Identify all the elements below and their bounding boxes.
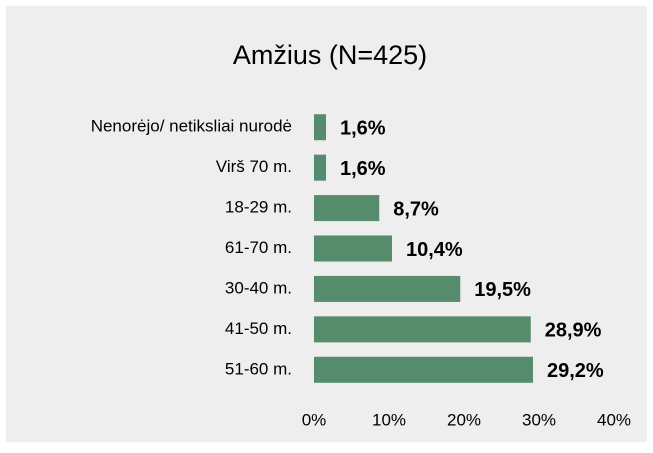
x-tick-label: 10% <box>372 410 406 429</box>
x-tick-label: 20% <box>447 410 481 429</box>
bar <box>314 275 461 302</box>
y-tick-label: 61-70 m. <box>225 238 292 257</box>
y-tick-label: Virš 70 m. <box>216 157 292 176</box>
y-tick-label: 18-29 m. <box>225 198 292 217</box>
data-label: 19,5% <box>474 279 531 301</box>
x-tick-label: 40% <box>597 410 631 429</box>
y-tick-label: Nenorėjo/ netiksliai nurodė <box>91 117 292 136</box>
bar <box>314 235 392 262</box>
y-tick-label: 51-60 m. <box>225 359 292 378</box>
bar <box>314 154 326 181</box>
bar <box>314 195 380 222</box>
x-tick-label: 0% <box>302 410 327 429</box>
data-label: 28,9% <box>545 320 602 342</box>
data-label: 1,6% <box>340 117 386 139</box>
data-label: 8,7% <box>393 198 439 220</box>
y-tick-label: 41-50 m. <box>225 319 292 338</box>
y-tick-label: 30-40 m. <box>225 278 292 297</box>
data-label: 10,4% <box>406 239 463 261</box>
x-tick-label: 30% <box>522 410 556 429</box>
data-label: 1,6% <box>340 158 386 180</box>
bar <box>314 316 531 343</box>
chart-title: Amžius (N=425) <box>233 40 427 70</box>
bar <box>314 356 533 383</box>
bar <box>314 114 326 141</box>
data-label: 29,2% <box>547 360 604 382</box>
